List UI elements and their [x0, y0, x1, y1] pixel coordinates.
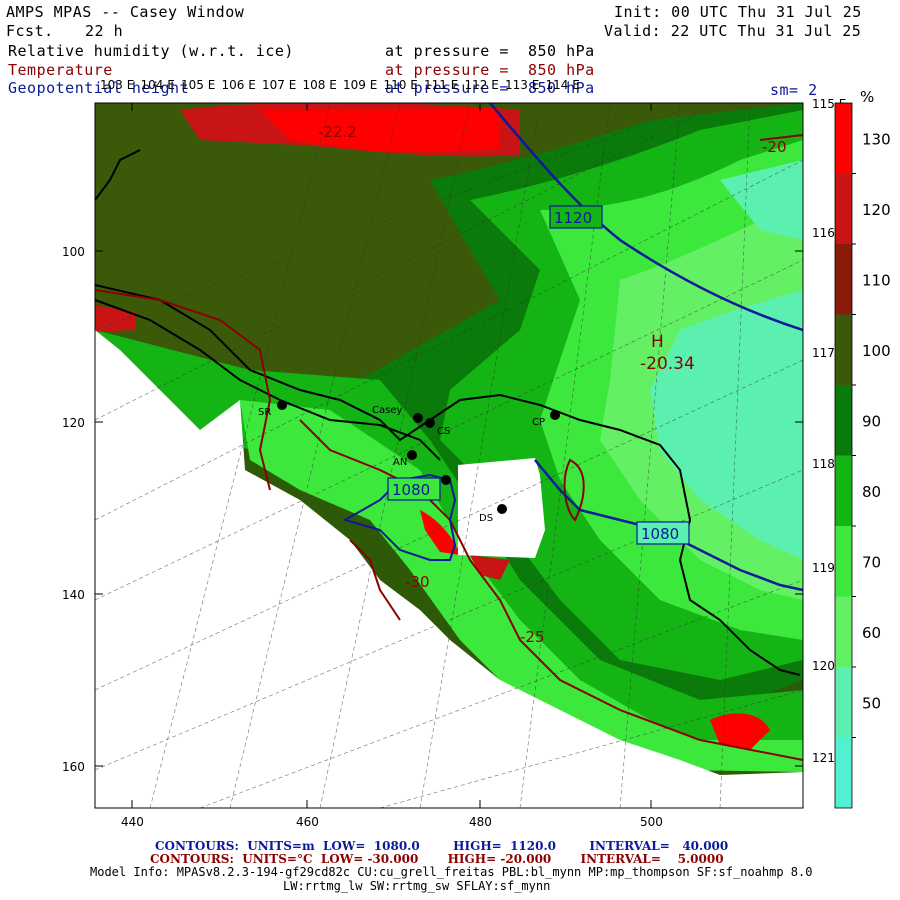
contour-labels: 1120 1080 1080 -22.2 -20 -25 -30 H -20.3…	[318, 123, 787, 646]
lon-label-top: 108 E	[303, 78, 337, 92]
station-casey-marker	[413, 413, 423, 423]
station-cs-marker	[425, 418, 435, 428]
station-sr-label: SR	[258, 407, 271, 418]
coastline	[95, 149, 801, 676]
temp-label-n22: -22.2	[318, 123, 357, 141]
station-ds-label: DS	[479, 513, 493, 524]
field-rh-level: at pressure = 850 hPa	[385, 42, 595, 60]
y-tick-label: 120	[62, 416, 85, 430]
footer-temp-contours: CONTOURS: UNITS=°C LOW= -30.000 HIGH= -2…	[150, 852, 724, 866]
colorbar-bin	[835, 455, 852, 526]
colorbar-label: 60	[862, 624, 881, 642]
temp-label-n20: -20	[762, 138, 787, 156]
lon-label-top: 113 E	[505, 78, 539, 92]
forecast-label: Fcst.	[6, 22, 54, 40]
field-temp-level: at pressure = 850 hPa	[385, 61, 595, 79]
colorbar-bin	[835, 596, 852, 667]
valid-time: Valid: 22 UTC Thu 31 Jul 25	[604, 22, 862, 40]
colorbar-unit: %	[860, 88, 875, 106]
y-tick-label: 140	[62, 588, 85, 602]
colorbar-bin	[835, 526, 852, 597]
station-an-label: AN	[393, 457, 407, 468]
field-height-level: at pressure = 850 hPa	[385, 79, 595, 97]
high-value: -20.34	[640, 354, 695, 374]
field-temp-name: Temperature	[8, 61, 113, 79]
lon-label-top: 112 E	[465, 78, 499, 92]
x-tick-label: 500	[640, 815, 663, 829]
y-tick-label: 100	[62, 245, 85, 259]
station-cp-marker	[550, 410, 560, 420]
station-cs-label: CS	[437, 426, 450, 437]
colorbar-bin	[835, 667, 852, 738]
footer-model-info: Model Info: MPASv8.2.3-194-gf29cd82c CU:…	[90, 865, 813, 879]
stations: SR Casey CS AN CP DS	[258, 400, 560, 524]
x-tick-label: 440	[121, 815, 144, 829]
temperature-contours	[95, 134, 803, 761]
lon-label-top: 105 E	[181, 78, 215, 92]
lon-label-top: 104 E	[141, 78, 175, 92]
footer-height-contours: CONTOURS: UNITS=m LOW= 1080.0 HIGH= 1120…	[155, 839, 729, 853]
station-cp-label: CP	[532, 417, 545, 428]
colorbar-label: 80	[862, 483, 881, 501]
temp-label-n30: -30	[405, 573, 430, 591]
lon-label-top: 109 E	[343, 78, 377, 92]
lon-label-top: 114 E	[546, 78, 580, 92]
smoothing-label: sm= 2	[770, 81, 818, 99]
station-an-marker	[407, 450, 417, 460]
lat-lon-grid	[95, 103, 803, 808]
init-time: Init: 00 UTC Thu 31 Jul 25	[614, 3, 862, 21]
colorbar-label: 130	[862, 130, 891, 148]
lon-label-top: 103 E	[100, 78, 134, 92]
x-tick-label: 460	[296, 815, 319, 829]
colorbar-label: 110	[862, 271, 891, 289]
colorbar-label: 50	[862, 694, 881, 712]
colorbar-label: 70	[862, 553, 881, 571]
colorbar-bin	[835, 737, 852, 808]
colorbar-label: 90	[862, 412, 881, 430]
station-ds-marker	[497, 504, 507, 514]
colorbar-bin	[835, 173, 852, 244]
map-frame	[94, 102, 804, 809]
high-marker: H	[651, 332, 664, 352]
station-casey-label: Casey	[372, 405, 402, 416]
forecast-value: 22 h	[85, 22, 124, 40]
lon-label-top: 110 E	[384, 78, 418, 92]
y-tick-label: 160	[62, 760, 85, 774]
field-height-name: Geopotential height	[8, 79, 190, 97]
field-rh-name: Relative humidity (w.r.t. ice)	[8, 42, 294, 60]
colorbar: 130 120 110 100 90 80 70 60 50	[834, 102, 891, 809]
x-tick-label: 480	[469, 815, 492, 829]
colorbar-bin	[835, 385, 852, 456]
station-inland-marker	[441, 475, 451, 485]
colorbar-bin	[835, 314, 852, 385]
colorbar-bin	[835, 244, 852, 315]
station-sr-marker	[277, 400, 287, 410]
footer-model-info-2: LW:rrtmg_lw SW:rrtmg_sw SFLAY:sf_mynn	[283, 879, 551, 893]
height-label-1080-west: 1080	[392, 481, 430, 499]
lon-label-top: 111 E	[424, 78, 458, 92]
rh-field	[95, 103, 803, 808]
lon-label-top: 106 E	[222, 78, 256, 92]
height-label-1080-east: 1080	[641, 525, 679, 543]
colorbar-bin	[835, 103, 852, 174]
colorbar-label: 120	[862, 201, 891, 219]
lon-label-top: 107 E	[262, 78, 296, 92]
height-label-1120: 1120	[554, 209, 592, 227]
temp-label-n25: -25	[520, 628, 545, 646]
colorbar-label: 100	[862, 342, 891, 360]
axes: 440 460 480 500 100 120 140 160	[62, 103, 803, 829]
chart-title: AMPS MPAS -- Casey Window	[6, 3, 245, 21]
